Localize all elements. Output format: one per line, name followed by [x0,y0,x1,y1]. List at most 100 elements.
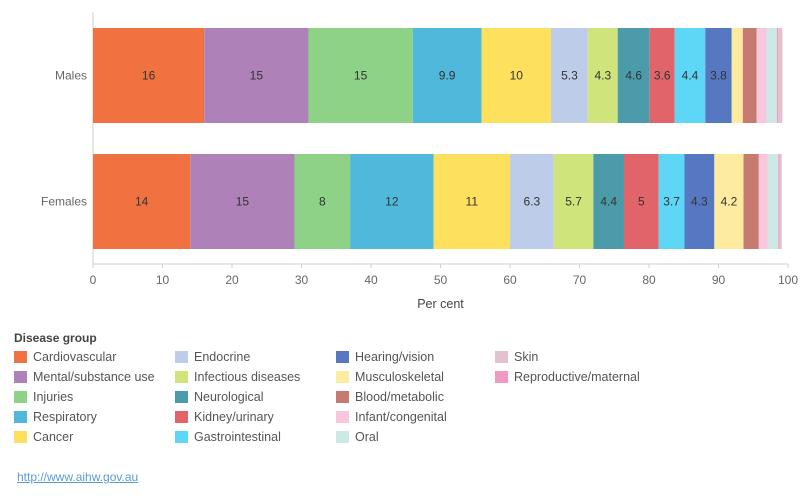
legend-label: Blood/metabolic [355,390,444,404]
data-label: 3.6 [654,69,671,83]
x-tick-label: 10 [156,273,170,287]
bar-segment [308,28,413,123]
bar-segment [433,154,510,249]
x-tick-label: 50 [434,273,448,287]
legend-label: Respiratory [33,410,97,424]
bar-segment [551,28,588,123]
data-label: 4.3 [691,195,708,209]
bar-segment [658,154,685,249]
legend-item: Infant/congenital [336,409,447,425]
legend-item: Mental/substance use [14,369,155,385]
legend-item: Reproductive/maternal [495,369,640,385]
data-label: 3.8 [710,69,727,83]
legend-label: Cardiovascular [33,350,117,364]
legend-item: Hearing/vision [336,349,434,365]
bar-segment [553,154,594,249]
bar-segment [778,154,780,249]
bar-segment [705,28,732,123]
bar-segment [190,154,295,249]
legend-swatch [14,431,27,443]
legend-item: Cancer [14,429,73,445]
x-axis-title: Per cent [417,297,464,311]
data-label: 9.9 [439,69,456,83]
legend-label: Infectious diseases [194,370,301,384]
bar-segment [649,28,675,123]
bar-segment [758,154,768,249]
legend-label: Oral [355,430,379,444]
x-tick-label: 30 [295,273,309,287]
data-label: 10 [510,69,524,83]
x-tick-label: 70 [573,273,587,287]
bar-segment [714,154,744,249]
legend-swatch [14,411,27,423]
bar-segment [776,28,779,123]
legend-label: Kidney/urinary [194,410,274,424]
stacked-bar-chart: 0 10 20 30 40 50 60 70 80 90 100 Per cent Males 16 15 1… [41,12,798,311]
bar-segment [93,154,191,249]
bar-segment [767,154,779,249]
legend-label: Hearing/vision [355,350,435,364]
legend-swatch [336,431,349,443]
data-label: 8 [319,195,326,209]
data-label: 11 [466,195,479,209]
x-tick-label: 40 [364,273,378,287]
bar-segment [481,28,552,123]
data-label: 6.3 [524,195,541,209]
source-link[interactable]: http://www.aihw.gov.au [17,470,139,484]
legend-item: Gastrointestinal [175,429,281,445]
category-label: Males [55,69,87,83]
legend-label: Musculoskeletal [355,370,444,384]
data-label: 15 [236,195,250,209]
legend-item: Respiratory [14,409,97,425]
bar-segment [294,154,351,249]
legend-item: Oral [336,429,379,445]
legend-swatch [14,391,27,403]
data-label: 4.3 [594,69,611,83]
legend-label: Endocrine [194,350,251,364]
legend-label: Gastrointestinal [194,430,281,444]
legend-label: Injuries [33,390,74,404]
bar-segment [587,28,618,123]
x-tick-label: 20 [225,273,239,287]
x-tick-label: 100 [778,273,798,287]
legend-item: Endocrine [175,349,250,365]
legend-label: Cancer [33,430,74,444]
data-label: 15 [250,69,264,83]
legend-item: Skin [495,349,538,365]
legend-item: Infectious diseases [175,369,300,385]
legend-label: Skin [514,350,539,364]
bar-segment [766,28,777,123]
legend-swatch [495,371,508,383]
legend-item: Cardiovascular [14,349,116,365]
legend-swatch [175,371,188,383]
legend-swatch [336,391,349,403]
data-label: 4.2 [721,195,738,209]
legend-swatch [175,391,188,403]
legend-item: Injuries [14,389,73,405]
data-label: 15 [354,69,368,83]
bar-segment [731,28,743,123]
legend-swatch [336,351,349,363]
bar-segment [742,28,757,123]
bar-segment [350,154,434,249]
bar-segment [778,28,783,123]
data-label: 5.3 [561,69,578,83]
data-label: 12 [385,195,399,209]
data-label: 4.6 [625,69,642,83]
data-label: 5 [638,195,645,209]
legend-swatch [175,351,188,363]
legend-swatch [495,351,508,363]
legend-label: Neurological [194,390,264,404]
legend-swatch [14,351,27,363]
bar-segment [617,28,650,123]
bar-segment [510,154,554,249]
bar-segment [204,28,309,123]
legend: Disease group Cardiovascular Mental/subst… [14,331,774,451]
bar-segment [593,154,624,249]
bar-segment [684,154,715,249]
data-label: 3.7 [663,195,680,209]
bar-segment [93,28,205,123]
x-tick-label: 0 [90,273,97,287]
legend-title: Disease group [14,331,97,345]
legend-swatch [14,371,27,383]
